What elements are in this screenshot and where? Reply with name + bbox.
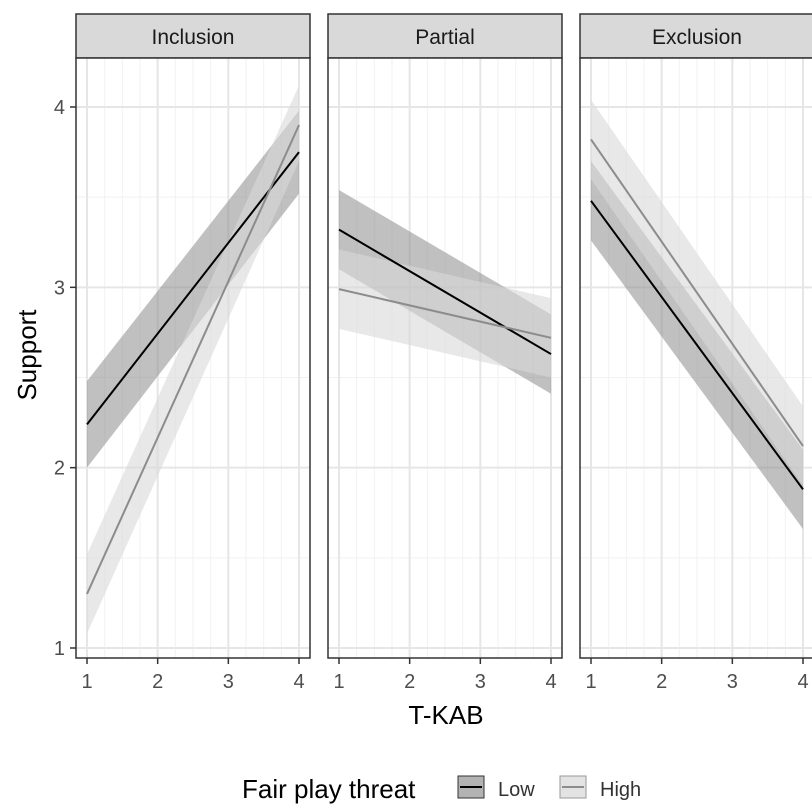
panel-border (75, 57, 311, 659)
x-tick-label: 3 (727, 671, 738, 693)
panel-exclusion: Exclusion 1 2 3 4 (579, 13, 812, 693)
series-line-low (590, 200, 804, 490)
facet-title: Inclusion (152, 26, 235, 49)
x-tick-label: 2 (404, 671, 415, 693)
facet-title: Exclusion (652, 26, 742, 49)
x-tick-label: 2 (152, 671, 163, 693)
y-tick-label: 1 (54, 638, 65, 660)
x-tick-label: 2 (656, 671, 667, 693)
x-tick-label: 4 (545, 671, 556, 693)
x-tick-label: 1 (333, 671, 344, 693)
legend: Fair play threat Low High (242, 774, 641, 804)
legend-title: Fair play threat (242, 774, 416, 804)
series-line-low (86, 151, 300, 426)
x-tick-label: 3 (223, 671, 234, 693)
x-tick-label: 3 (475, 671, 486, 693)
legend-label-low: Low (498, 779, 535, 801)
series-line-high (338, 288, 552, 339)
panel-border (579, 57, 812, 659)
facet-strip (75, 13, 311, 59)
y-axis-label: Support (12, 309, 42, 401)
series-line-low (338, 228, 552, 355)
facet-title: Partial (415, 26, 475, 49)
x-tick-label: 1 (585, 671, 596, 693)
panel-partial: Partial 1 2 3 4 (327, 13, 563, 693)
x-axis-label: T-KAB (408, 700, 483, 730)
series-line-high (86, 124, 300, 595)
facet-strip (579, 13, 812, 59)
y-tick-label: 4 (54, 97, 65, 119)
x-tick-label: 1 (81, 671, 92, 693)
x-tick-label: 4 (797, 671, 808, 693)
y-tick-label: 3 (54, 277, 65, 299)
panel-inclusion: Inclusion 1 2 3 4 (75, 13, 311, 693)
x-tick-label: 4 (293, 671, 304, 693)
y-tick-label: 2 (54, 458, 65, 480)
facet-strip (327, 13, 563, 59)
series-line-high (590, 138, 804, 447)
panel-border (327, 57, 563, 659)
legend-label-high: High (600, 779, 641, 801)
